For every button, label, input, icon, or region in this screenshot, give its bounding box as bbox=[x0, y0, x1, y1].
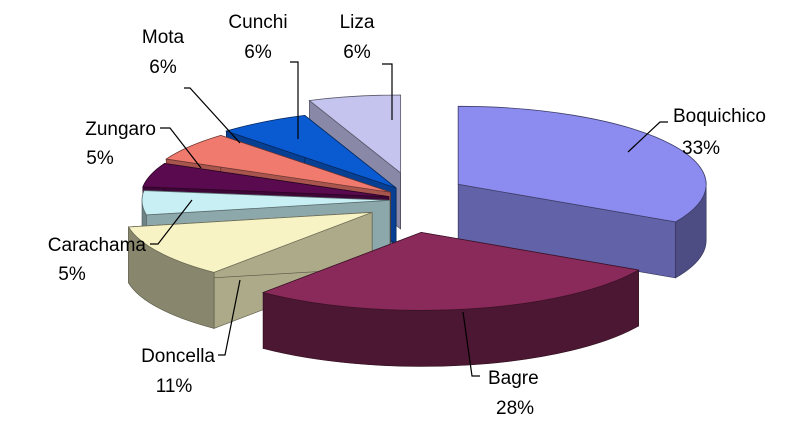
pie-slice-cunchi-top bbox=[224, 114, 397, 189]
pie-slice-liza-top bbox=[308, 94, 402, 174]
slice-label-mota: Mota bbox=[142, 27, 185, 48]
slice-value-mota: 6% bbox=[149, 57, 177, 78]
slice-label-carachama: Carachama bbox=[48, 235, 147, 256]
slice-value-cunchi: 6% bbox=[244, 42, 272, 63]
leader-line-mota bbox=[184, 87, 241, 144]
pie-slice-bagre bbox=[261, 231, 640, 367]
pie-slice-mota-top bbox=[165, 134, 391, 193]
slice-value-liza: 6% bbox=[343, 42, 371, 63]
slice-value-carachama: 5% bbox=[58, 264, 86, 285]
slice-value-boquichico: 33% bbox=[682, 138, 720, 159]
slice-labels: Boquichico 33% Bagre 28% Doncella 11% Ca… bbox=[48, 12, 766, 419]
slice-label-cunchi: Cunchi bbox=[228, 12, 287, 33]
leader-line-doncella bbox=[218, 279, 241, 356]
pie-slice-boquichico bbox=[457, 105, 707, 279]
slice-label-boquichico: Boquichico bbox=[673, 106, 766, 127]
slice-label-zungaro: Zungaro bbox=[85, 119, 156, 140]
pie-slice-boquichico-top bbox=[457, 105, 707, 223]
slice-label-liza: Liza bbox=[340, 12, 375, 33]
leader-line-cunchi bbox=[290, 61, 299, 139]
leader-line-bagre bbox=[462, 311, 480, 377]
slice-value-doncella: 11% bbox=[156, 376, 193, 397]
leader-line-liza bbox=[382, 63, 393, 120]
pie-slice-doncella-top bbox=[127, 211, 373, 273]
slice-value-zungaro: 5% bbox=[86, 148, 114, 169]
leader-line-zungaro bbox=[160, 127, 202, 169]
slice-label-doncella: Doncella bbox=[141, 346, 215, 367]
leader-lines bbox=[150, 61, 668, 377]
pie-slice-bagre-top bbox=[261, 232, 640, 311]
pie-slices bbox=[127, 94, 707, 367]
pie-slice-zungaro-top bbox=[142, 162, 389, 198]
pie-slice-doncella bbox=[127, 211, 373, 329]
pie-slice-carachama-top bbox=[141, 190, 391, 216]
slice-label-bagre: Bagre bbox=[488, 368, 539, 389]
leader-line-boquichico bbox=[627, 121, 668, 153]
slice-value-bagre: 28% bbox=[496, 398, 534, 419]
leader-line-carachama bbox=[150, 199, 193, 245]
